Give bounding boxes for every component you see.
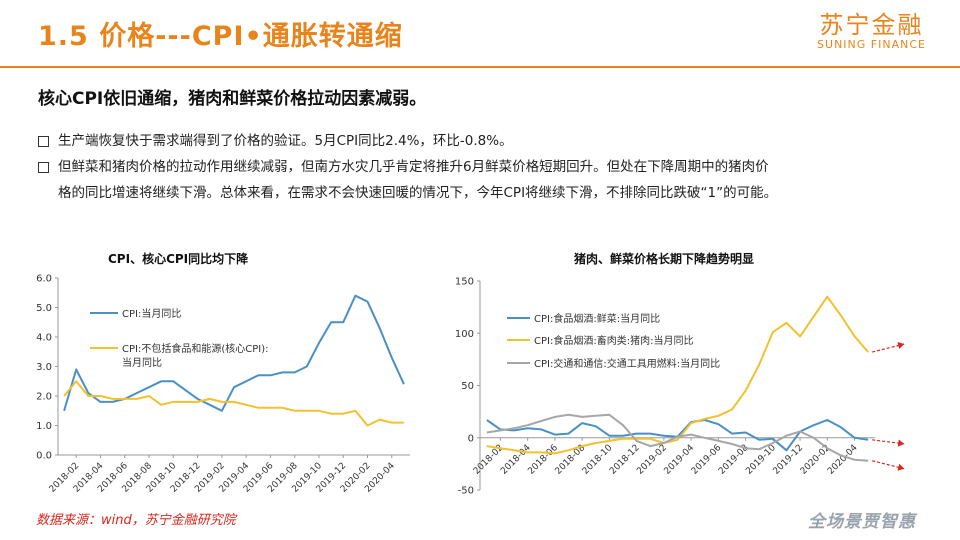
- legend-label-fuel: CPI:交通和通信:交通工具用燃料:当月同比: [534, 357, 720, 370]
- legend-label-cpi: CPI:当月同比: [122, 307, 181, 320]
- chart2-pork-vegetable: CPI:食品烟酒:鲜菜:当月同比 CPI:食品烟酒:畜肉类:猪肉:当月同比 CP…: [455, 277, 905, 497]
- forecast-arrowhead-2: [897, 463, 905, 471]
- chart1-legend: CPI:当月同比 CPI:不包括食品和能源(核心CPI): 当月同比: [90, 307, 268, 369]
- series-line-1: [486, 295, 869, 455]
- bullet-item: 生产端恢复快于需求端得到了价格的验证。5月CPI同比2.4%，环比-0.8%。: [38, 128, 938, 154]
- y-tick-label: 150: [455, 277, 474, 288]
- y-tick-label: 0.0: [36, 451, 52, 462]
- y-tick-label: 4.0: [36, 333, 52, 344]
- brand-logo: 苏宁金融 SUNING FINANCE: [817, 12, 926, 51]
- bullet-continuation: 格的同比增速将继续下滑。总体来看，在需求不会快速回暖的情况下，今年CPI将继续下…: [38, 180, 938, 206]
- series-line-2: [486, 413, 869, 462]
- legend-label-core-2: 当月同比: [122, 356, 162, 369]
- y-tick-label: 100: [455, 329, 474, 340]
- y-tick-label: 3.0: [36, 362, 52, 373]
- y-tick-label: 50: [461, 381, 474, 392]
- y-tick-label: -50: [458, 486, 474, 497]
- logo-chinese: 苏宁金融: [819, 11, 924, 39]
- series-line-0: [486, 419, 869, 452]
- y-tick-label: 5.0: [36, 303, 52, 314]
- chart2-legend: CPI:食品烟酒:鲜菜:当月同比 CPI:食品烟酒:畜肉类:猪肉:当月同比 CP…: [507, 312, 720, 370]
- logo-english: SUNING FINANCE: [817, 38, 926, 51]
- legend-label-vegetable: CPI:食品烟酒:鲜菜:当月同比: [534, 312, 660, 325]
- bullet-text: 生产端恢复快于需求端得到了价格的验证。5月CPI同比2.4%，环比-0.8%。: [58, 133, 513, 149]
- data-source-note: 数据来源：wind，苏宁金融研究院: [36, 513, 236, 528]
- forecast-arrowhead-0: [897, 439, 905, 447]
- header-divider: [0, 66, 960, 68]
- chart1-cpi-core: CPI:当月同比 CPI:不包括食品和能源(核心CPI): 当月同比 0.0 1.…: [36, 274, 410, 495]
- y-tick-label: 2.0: [36, 392, 52, 403]
- bullet-text: 格的同比增速将继续下滑。总体来看，在需求不会快速回暖的情况下，今年CPI将继续下…: [58, 185, 778, 201]
- page-title: 1.5 价格---CPI•通胀转通缩: [38, 21, 403, 52]
- bullet-item: 但鲜菜和猪肉价格的拉动作用继续减弱，但南方水灾几乎肯定将推升6月鲜菜价格短期回升…: [38, 154, 938, 180]
- legend-label-core-1: CPI:不包括食品和能源(核心CPI):: [122, 342, 268, 355]
- bullet-text: 但鲜菜和猪肉价格的拉动作用继续减弱，但南方水灾几乎肯定将推升6月鲜菜价格短期回升…: [58, 159, 769, 175]
- chart1-title: CPI、核心CPI同比均下降: [108, 252, 249, 266]
- series-line-1: [63, 380, 404, 427]
- y-tick-label: 6.0: [36, 274, 52, 285]
- footer-slogan: 全场景贾智惠: [808, 512, 916, 532]
- y-tick-label: 0: [468, 433, 474, 444]
- checkbox-bullet-icon: [38, 136, 49, 147]
- checkbox-bullet-icon: [38, 162, 49, 173]
- y-tick-label: 1.0: [36, 421, 52, 432]
- bullet-list: 生产端恢复快于需求端得到了价格的验证。5月CPI同比2.4%，环比-0.8%。 …: [38, 128, 938, 206]
- legend-label-pork: CPI:食品烟酒:畜肉类:猪肉:当月同比: [534, 334, 693, 347]
- forecast-arrowhead-1: [897, 342, 905, 350]
- chart2-title: 猪肉、鲜菜价格长期下降趋势明显: [574, 252, 755, 266]
- slide-subtitle: 核心CPI依旧通缩，猪肉和鲜菜价格拉动因素减弱。: [38, 89, 427, 109]
